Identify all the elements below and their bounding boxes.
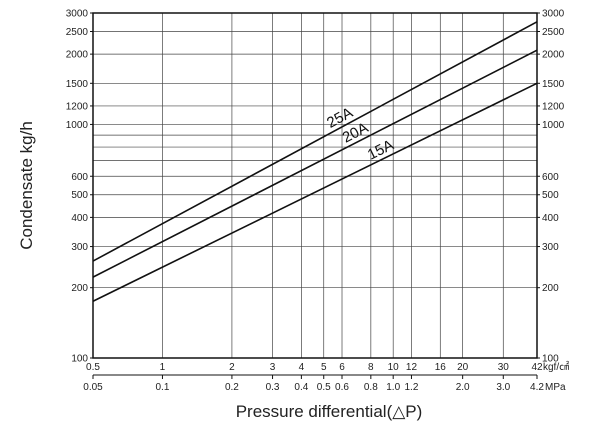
y-tick-label-left: 500 (71, 190, 88, 201)
x2-tick-label: 0.8 (364, 382, 378, 393)
y-tick-label-left: 2500 (66, 27, 89, 38)
x-tick-label: 3 (270, 362, 276, 373)
y-tick-label-left: 600 (71, 172, 88, 183)
x-tick-label: 0.5 (86, 362, 100, 373)
x-tick-label: 20 (457, 362, 469, 373)
y-tick-label-left: 100 (71, 354, 88, 365)
x2-tick-label: 0.2 (225, 382, 239, 393)
x-tick-label: 2 (229, 362, 235, 373)
x-tick-label: 4 (299, 362, 305, 373)
x-tick-label: 16 (435, 362, 447, 373)
y-tick-label-right: 400 (542, 213, 559, 224)
x2-tick-label: 4.2 (530, 382, 544, 393)
y-tick-label-right: 3000 (542, 9, 565, 20)
y-tick-label-left: 2000 (66, 50, 89, 61)
y-tick-label-right: 500 (542, 190, 559, 201)
series-lines (92, 21, 538, 302)
y-tick-label-right: 300 (542, 242, 559, 253)
x-tick-label: 12 (406, 362, 418, 373)
y-axis-right-ticks: 100 200 300 400 500 600 1000 1200 1500 2000 2500 30… (537, 9, 565, 365)
y-tick-label-left: 200 (71, 283, 88, 294)
series-line-25a (92, 21, 538, 262)
x2-tick-label: 2.0 (456, 382, 470, 393)
series-line-15a (92, 82, 538, 302)
x-tick-label: 1 (160, 362, 166, 373)
x2-tick-label: 0.3 (266, 382, 280, 393)
gridlines (92, 12, 538, 359)
x2-tick-label: 0.4 (294, 382, 308, 393)
y-tick-label-left: 400 (71, 213, 88, 224)
y-tick-label-left: 1200 (66, 101, 89, 112)
y-tick-label-right: 2500 (542, 27, 565, 38)
y-tick-label-right: 200 (542, 283, 559, 294)
series-label-15a: 15A (365, 137, 396, 164)
y-tick-label-left: 3000 (66, 9, 89, 20)
y-tick-label-left: 1000 (66, 120, 89, 131)
x2-tick-label: 1.0 (386, 382, 400, 393)
y-tick-label-right: 100 (542, 354, 559, 365)
y-tick-label-right: 2000 (542, 50, 565, 61)
x2-tick-label: 1.2 (405, 382, 419, 393)
y-tick-label-right: 600 (542, 172, 559, 183)
x-tick-label: 10 (388, 362, 400, 373)
y-tick-label-right: 1000 (542, 120, 565, 131)
x2-tick-label: 3.0 (496, 382, 510, 393)
x-axis-ticks-kgf: 0.5 1 2 3 4 5 6 8 10 12 16 20 30 42 (86, 362, 543, 373)
x-tick-label: 5 (321, 362, 327, 373)
y-tick-label-left: 300 (71, 242, 88, 253)
series-line-20a (92, 49, 538, 278)
x-tick-label: 6 (339, 362, 345, 373)
x-axis-ticks-mpa: 0.05 0.1 0.2 0.3 0.4 0.5 0.6 0.8 1.0 1.2 2.0 3.0 4.2 (83, 375, 544, 393)
x-unit-label: kgf/㎠ (543, 361, 569, 373)
y-axis-title: Condensate kg/h (17, 121, 36, 250)
y-tick-label-right: 1500 (542, 79, 565, 90)
y-axis-left-ticks: 100 200 300 400 500 600 1000 1200 1500 2000 2500 30… (66, 9, 93, 365)
x-tick-label: 42 (531, 362, 543, 373)
x2-tick-label: 0.1 (156, 382, 170, 393)
x-axis-title: Pressure differential(△P) (236, 402, 423, 421)
y-tick-label-right: 1200 (542, 101, 565, 112)
x2-tick-label: 0.5 (317, 382, 331, 393)
x-tick-label: 30 (498, 362, 510, 373)
x2-tick-label: 0.6 (335, 382, 349, 393)
x2-unit-label: MPa (545, 382, 566, 393)
y-tick-label-left: 1500 (66, 79, 89, 90)
plot-frame (92, 12, 538, 359)
x2-tick-label: 0.05 (83, 382, 103, 393)
x-tick-label: 8 (368, 362, 374, 373)
